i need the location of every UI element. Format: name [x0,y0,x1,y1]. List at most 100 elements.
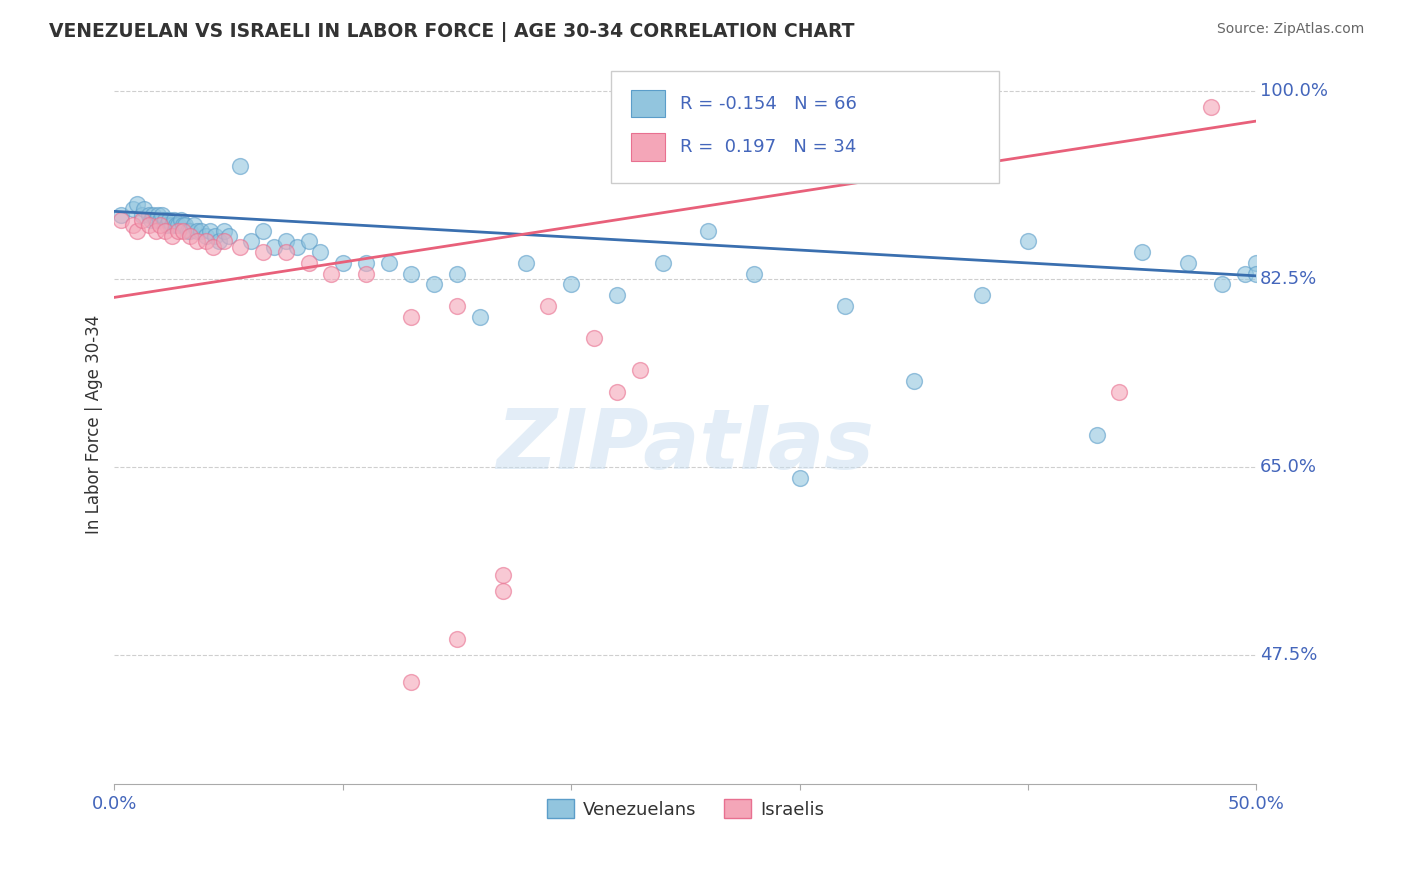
Point [903,374,925,388]
Point [167,224,190,238]
FancyBboxPatch shape [612,71,1000,183]
Point [297,235,319,249]
Point [606,384,628,399]
FancyBboxPatch shape [631,90,665,118]
Point [174,219,197,233]
Point [401,675,423,690]
Text: 100.0%: 100.0% [1260,82,1327,100]
Point [252,245,274,260]
Point [274,235,297,249]
Text: R =  0.197   N = 34: R = 0.197 N = 34 [679,138,856,156]
Point [183,219,205,233]
Point [1246,256,1268,270]
Point [204,229,226,244]
Point [229,159,252,173]
Point [1199,100,1222,114]
Point [1085,428,1108,442]
Point [537,299,560,313]
Point [628,363,651,377]
Point [139,213,162,227]
Point [138,219,160,233]
Point [160,229,183,244]
Point [1246,267,1268,281]
Point [297,256,319,270]
Point [321,267,343,281]
Point [446,299,468,313]
Point [138,208,160,222]
Point [377,256,399,270]
Point [354,267,377,281]
Point [742,267,765,281]
Point [1017,235,1039,249]
Point [252,224,274,238]
Point [1130,245,1153,260]
Point [1177,256,1199,270]
Y-axis label: In Labor Force | Age 30-34: In Labor Force | Age 30-34 [86,315,103,534]
Point [972,288,994,302]
Point [212,235,235,249]
Point [1211,277,1233,292]
Point [515,256,537,270]
Point [263,240,285,254]
Point [200,224,222,238]
Point [274,245,297,260]
Point [186,235,208,249]
Point [212,224,235,238]
Point [156,219,179,233]
Text: 82.5%: 82.5% [1260,270,1317,288]
Point [160,219,183,233]
Point [142,208,165,222]
Point [218,229,240,244]
Text: 65.0%: 65.0% [1260,458,1317,476]
Point [583,331,606,345]
Point [145,224,167,238]
Point [176,224,198,238]
Point [146,208,169,222]
Point [401,267,423,281]
Point [167,219,190,233]
Point [468,310,491,324]
Point [697,224,720,238]
Point [179,229,201,244]
Text: VENEZUELAN VS ISRAELI IN LABOR FORCE | AGE 30-34 CORRELATION CHART: VENEZUELAN VS ISRAELI IN LABOR FORCE | A… [49,22,855,42]
Point [186,224,208,238]
Point [423,277,446,292]
Point [121,219,143,233]
Point [157,213,180,227]
Point [190,224,212,238]
Point [446,267,468,281]
Point [332,256,354,270]
FancyBboxPatch shape [631,133,665,161]
Point [172,219,194,233]
Point [127,197,149,211]
Legend: Venezuelans, Israelis: Venezuelans, Israelis [540,792,831,826]
Point [651,256,673,270]
Point [354,256,377,270]
Point [285,240,308,254]
Point [789,471,811,485]
Point [194,235,217,249]
Point [492,583,515,598]
Text: R = -0.154   N = 66: R = -0.154 N = 66 [679,95,856,112]
Point [201,240,224,254]
Point [153,213,176,227]
Point [446,632,468,647]
Point [240,235,263,249]
Point [560,277,582,292]
Point [121,202,143,217]
Point [492,567,515,582]
Point [131,213,153,227]
Point [150,208,173,222]
Point [149,213,172,227]
Point [194,229,217,244]
Point [165,219,187,233]
Point [172,224,194,238]
Point [131,208,153,222]
Point [1108,384,1130,399]
Point [153,224,176,238]
Point [145,213,167,227]
Point [110,213,132,227]
Point [1234,267,1257,281]
Point [229,240,252,254]
Point [149,219,172,233]
